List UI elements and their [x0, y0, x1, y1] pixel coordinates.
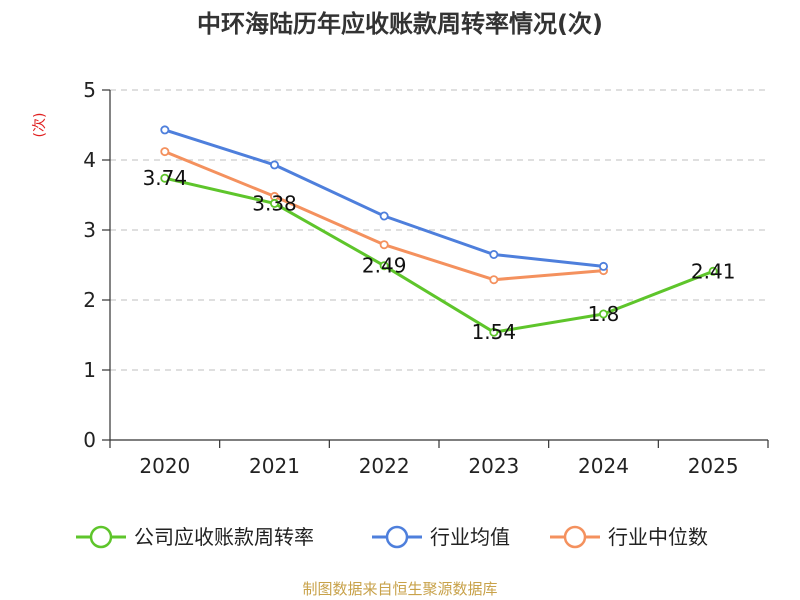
data-label: 2.41 [691, 259, 736, 283]
y-tick-label: 1 [83, 358, 96, 382]
data-point [379, 261, 389, 271]
x-tick-label: 2020 [139, 454, 190, 478]
data-point [489, 275, 499, 285]
data-labels: 3.74 3.38 2.49 1.54 1.8 2.41 [143, 166, 736, 344]
data-point [708, 266, 718, 276]
y-tick-label: 3 [83, 218, 96, 242]
data-point [489, 249, 499, 259]
data-point [269, 198, 279, 208]
x-tick-label: 2021 [249, 454, 300, 478]
legend-marker[interactable] [563, 525, 587, 549]
legend-label[interactable]: 行业中位数 [608, 525, 708, 549]
data-point [599, 309, 609, 319]
data-point [269, 160, 279, 170]
y-axis-label: (次) [32, 113, 48, 138]
data-point [379, 240, 389, 250]
grid [110, 89, 768, 371]
source-note: 制图数据来自恒生聚源数据库 [302, 580, 497, 598]
data-label: 3.38 [252, 191, 297, 215]
data-label: 3.74 [143, 166, 188, 190]
data-label: 2.49 [362, 254, 407, 278]
x-tick-label: 2023 [468, 454, 519, 478]
data-point [599, 261, 609, 271]
data-label: 1.54 [472, 320, 517, 344]
data-point [489, 327, 499, 337]
axes: 0 1 2 3 4 5 2020 2021 2022 2023 2024 2025 [83, 78, 769, 478]
legend-label[interactable]: 行业均值 [430, 525, 510, 549]
legend-marker[interactable] [385, 525, 409, 549]
legend-label[interactable]: 公司应收账款周转率 [134, 525, 314, 549]
data-point [379, 211, 389, 221]
series-line [164, 176, 714, 334]
legend-marker[interactable] [89, 525, 113, 549]
y-tick-label: 0 [83, 428, 96, 452]
y-tick-label: 2 [83, 288, 96, 312]
x-tick-label: 2025 [688, 454, 739, 478]
x-tick-label: 2024 [578, 454, 629, 478]
x-tick-label: 2022 [359, 454, 410, 478]
chart-title: 中环海陆历年应收账款周转率情况(次) [197, 10, 603, 38]
data-point [160, 125, 170, 135]
data-label: 1.8 [588, 302, 620, 326]
y-tick-label: 4 [83, 148, 96, 172]
legend[interactable]: 公司应收账款周转率 行业均值 行业中位数 [76, 525, 708, 549]
data-point [160, 173, 170, 183]
data-point [160, 147, 170, 157]
y-tick-label: 5 [83, 78, 96, 102]
series-group [160, 125, 718, 337]
